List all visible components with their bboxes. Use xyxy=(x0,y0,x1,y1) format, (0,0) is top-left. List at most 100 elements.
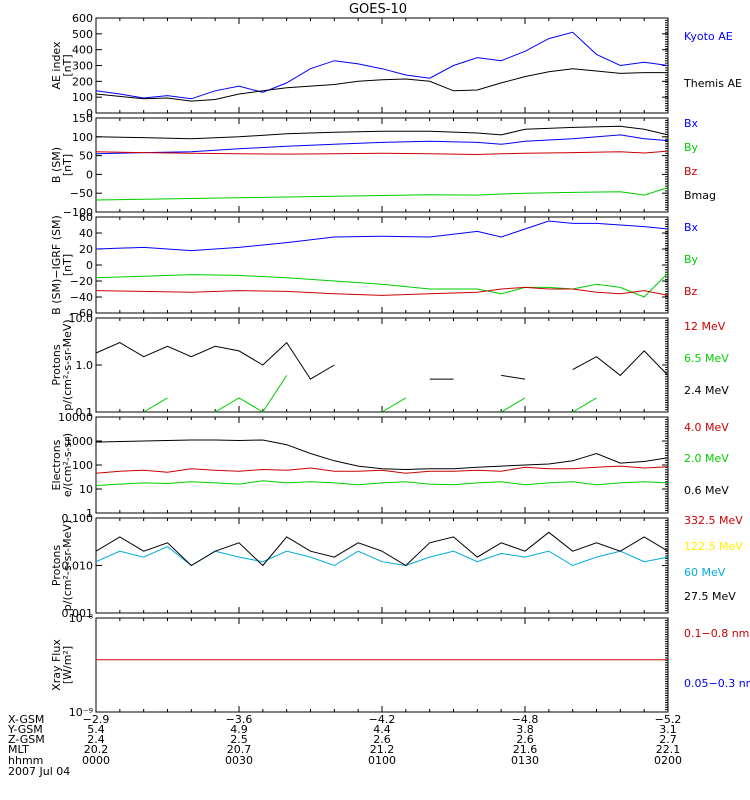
footer-row-label: Y-GSM xyxy=(7,723,43,736)
series-line-kyoto-ae xyxy=(95,31,669,100)
legend-entry: 2.0 MeV xyxy=(684,452,729,465)
series-line-2-4-mev xyxy=(501,374,526,380)
footer-value: 20.7 xyxy=(227,743,252,756)
footer-value: 2.6 xyxy=(373,733,391,746)
legend-entry: Kyoto AE xyxy=(684,30,733,43)
y-axis-label: Protons xyxy=(50,344,63,385)
footer-value: 21.6 xyxy=(513,743,538,756)
legend-entry: Bz xyxy=(684,285,698,298)
y-tick-label: 0.100 xyxy=(62,512,94,525)
legend-entry: 0.05−0.3 nm xyxy=(684,677,750,690)
y-tick-label: 0.1 xyxy=(76,406,94,419)
y-axis-label: B (SM)−IGRF (SM) xyxy=(50,215,63,315)
y-tick-label: 60 xyxy=(79,211,93,224)
legend-entry: 122.5 MeV xyxy=(684,540,743,553)
series-line-4-0-mev xyxy=(95,465,669,474)
footer-value: −2.9 xyxy=(83,713,110,726)
legend-entry: 332.5 MeV xyxy=(684,514,743,527)
footer-value: 0100 xyxy=(368,754,396,767)
y-tick-label: 150 xyxy=(72,112,93,125)
y-axis-label: p/(cm²-s-sr-MeV) xyxy=(61,319,74,410)
y-tick-label: 10⁻⁹ xyxy=(69,706,93,719)
legend-entry: 0.6 MeV xyxy=(684,484,729,497)
footer-value: 20.2 xyxy=(84,743,109,756)
panel-3: 60 40 20 0 −20 −40 −60 B (SM)−IGRF (SM)[nT] Bx By… xyxy=(50,211,699,320)
y-tick-label: 10000 xyxy=(58,411,93,424)
series-line-bz xyxy=(95,286,669,296)
series-line-2-4-mev xyxy=(95,341,335,380)
y-tick-label: −20 xyxy=(70,275,93,288)
footer-value: 2.7 xyxy=(659,733,677,746)
y-tick-label: 1000 xyxy=(65,435,93,448)
panel-7: 10⁻⁸ 10⁻⁹ Xray Flux[W/m²] 0.1−0.8 nm 0.05−0.… xyxy=(50,612,750,719)
footer-value: −4.8 xyxy=(512,713,539,726)
series-line-bz xyxy=(95,150,669,156)
legend-entry: Bz xyxy=(684,165,698,178)
panel-1: 600 500 400 300 200 100 0 AE index[nT] Kyoto AE T… xyxy=(50,12,742,120)
legend-entry: Bx xyxy=(684,117,699,130)
y-tick-label: 10.0 xyxy=(69,312,94,325)
legend-entry: By xyxy=(684,141,699,154)
y-tick-label: 0 xyxy=(86,168,93,181)
y-tick-label: 100 xyxy=(72,91,93,104)
footer-value: 22.1 xyxy=(656,743,681,756)
series-line-0-6-mev xyxy=(95,439,669,471)
y-tick-label: 0 xyxy=(86,259,93,272)
y-tick-label: −100 xyxy=(63,206,93,219)
y-tick-label: 1.0 xyxy=(76,359,94,372)
y-tick-label: 50 xyxy=(79,150,93,163)
footer-value: 4.4 xyxy=(373,723,391,736)
footer-value: −3.6 xyxy=(226,713,253,726)
series-line-bmag xyxy=(95,125,669,140)
footer-value: 2.6 xyxy=(516,733,534,746)
series-line-by xyxy=(95,187,669,201)
y-tick-label: 10⁻⁸ xyxy=(69,612,94,625)
y-tick-label: 0 xyxy=(86,107,93,120)
panel-frame xyxy=(95,117,669,213)
y-tick-label: 500 xyxy=(72,28,93,41)
panel-frame xyxy=(95,517,669,614)
footer-row-label: MLT xyxy=(8,743,29,756)
legend-entry: 6.5 MeV xyxy=(684,352,729,365)
y-axis-label: Xray Flux xyxy=(50,639,63,691)
y-tick-label: −40 xyxy=(70,291,93,304)
series-line-2-0-mev xyxy=(95,480,669,486)
figure-title: GOES-10 xyxy=(349,2,407,17)
legend-entry: 0.1−0.8 nm xyxy=(684,627,749,640)
footer-value: 0200 xyxy=(654,754,682,767)
legend-entry: 27.5 MeV xyxy=(684,590,736,603)
footer-value: −5.2 xyxy=(655,713,682,726)
panel-frame xyxy=(95,216,669,314)
footer-row-label: hhmm xyxy=(8,754,43,767)
footer-value: 2.5 xyxy=(230,733,248,746)
panel-2: 150 100 50 0 −50 −100 B (SM)[nT] Bx By Bz Bmag xyxy=(50,112,716,219)
footer-value: 0030 xyxy=(225,754,253,767)
y-tick-label: 0.010 xyxy=(62,560,94,573)
footer-value: 3.8 xyxy=(516,723,534,736)
footer-value: 0130 xyxy=(511,754,539,767)
footer-row-label: X-GSM xyxy=(8,713,44,726)
footer-value: 4.9 xyxy=(230,723,248,736)
series-line-themis-ae xyxy=(95,68,668,102)
y-tick-label: −60 xyxy=(70,307,93,320)
ephemeris-footer: X-GSM −2.9 −3.6 −4.2 −4.8 −5.2 Y-GSM 5.4 4.9 4.4 3… xyxy=(7,713,682,767)
y-axis-label: AE index xyxy=(50,41,63,90)
legend-entry: Bmag xyxy=(684,189,716,202)
panel-frame xyxy=(95,617,669,713)
footer-value: 2.4 xyxy=(87,733,105,746)
legend-entry: 12 MeV xyxy=(684,320,726,333)
footer-value: −4.2 xyxy=(369,713,396,726)
series-line-bx xyxy=(95,220,669,252)
footer-row-label: Z-GSM xyxy=(8,733,45,746)
y-axis-label: Electrons xyxy=(50,439,63,490)
legend-entry: By xyxy=(684,253,699,266)
series-line-2-4-mev xyxy=(572,350,669,377)
series-line-6-5-mev xyxy=(500,397,526,413)
series-line-6-5-mev xyxy=(214,375,288,413)
footer-value: 21.2 xyxy=(370,743,395,756)
y-axis-label: B (SM) xyxy=(50,147,63,183)
y-tick-label: 0.001 xyxy=(62,607,94,620)
